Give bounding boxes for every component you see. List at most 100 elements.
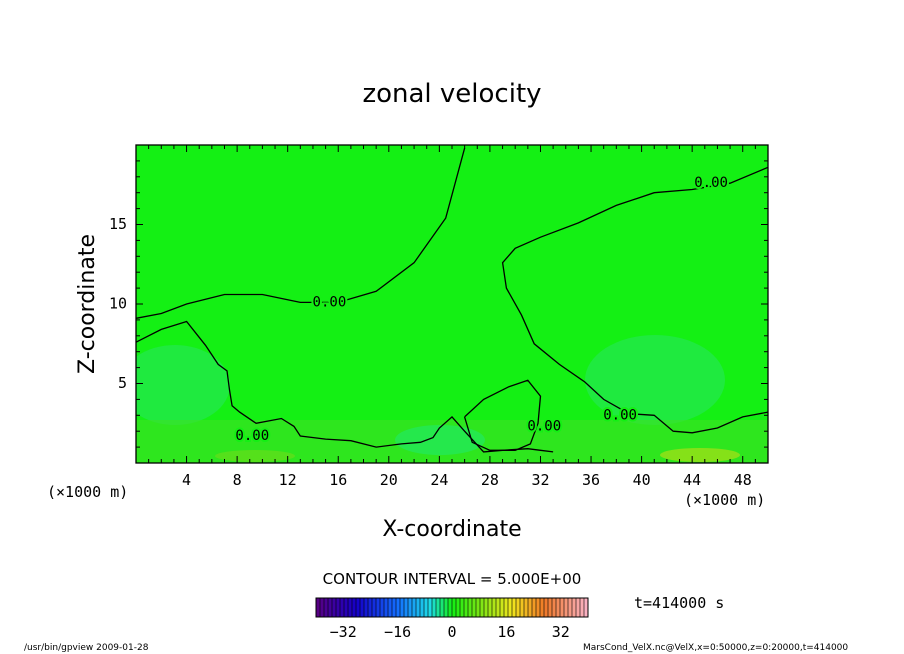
colorbar-segment: [428, 598, 433, 617]
x-unit-left: (×1000 m): [47, 483, 128, 501]
colorbar-ticks: −32 −16 0 16 32: [330, 623, 570, 641]
x-tick-label: 24: [430, 471, 448, 489]
colorbar-segment: [400, 598, 405, 617]
colorbar-segment: [464, 598, 469, 617]
colorbar-segment: [380, 598, 385, 617]
colorbar-segment: [448, 598, 453, 617]
x-tick-label: 8: [233, 471, 242, 489]
colorbar-segment: [548, 598, 553, 617]
colorbar-segment: [508, 598, 513, 617]
colorbar-tick-label: −32: [330, 623, 357, 641]
colorbar-tick-label: 16: [497, 623, 515, 641]
colorbar-segment: [572, 598, 577, 617]
plot-area: 0.00 0.00 0.00 0.00 0.00: [136, 145, 768, 463]
colorbar-segment: [516, 598, 521, 617]
colorbar-segment: [432, 598, 437, 617]
colorbar-segment: [524, 598, 529, 617]
colorbar-segment: [484, 598, 489, 617]
footer-right: MarsCond_VelX.nc@VelX,x=0:50000,z=0:2000…: [583, 643, 848, 653]
field-patch-left: [136, 345, 230, 425]
colorbar-segment: [360, 598, 365, 617]
x-tick-label: 32: [531, 471, 549, 489]
colorbar-segment: [528, 598, 533, 617]
x-tick-label: 44: [683, 471, 701, 489]
contour-label: 0.00: [235, 428, 269, 444]
colorbar-segment: [444, 598, 449, 617]
colorbar-segment: [364, 598, 369, 617]
colorbar-segment: [408, 598, 413, 617]
contour-label: 0.00: [313, 294, 347, 310]
colorbar-segment: [580, 598, 585, 617]
colorbar-segment: [540, 598, 545, 617]
colorbar-segment: [316, 598, 321, 617]
footer-left: /usr/bin/gpview 2009-01-28: [24, 643, 149, 653]
colorbar-segment: [492, 598, 497, 617]
colorbar-segment: [336, 598, 341, 617]
colorbar: [315, 597, 589, 618]
colorbar-segment: [488, 598, 493, 617]
x-tick-label: 36: [582, 471, 600, 489]
colorbar-segment: [576, 598, 581, 617]
contour-line-bump-28: [463, 379, 542, 451]
colorbar-segment: [344, 598, 349, 617]
colorbar-segment: [512, 598, 517, 617]
y-tick-label: 5: [118, 374, 127, 392]
field-patch-bottom-right: [660, 448, 740, 462]
colorbar-tick-label: −16: [384, 623, 411, 641]
colorbar-segment: [368, 598, 373, 617]
colorbar-segment: [568, 598, 573, 617]
colorbar-segment: [544, 598, 549, 617]
colorbar-segment: [416, 598, 421, 617]
colorbar-segment: [412, 598, 417, 617]
x-tick-label: 48: [734, 471, 752, 489]
colorbar-segment: [460, 598, 465, 617]
colorbar-segment: [392, 598, 397, 617]
colorbar-segment: [476, 598, 481, 617]
x-tick-label: 4: [182, 471, 191, 489]
colorbar-segment: [532, 598, 537, 617]
colorbar-segment: [332, 598, 337, 617]
colorbar-segment: [468, 598, 473, 617]
colorbar-segment: [396, 598, 401, 617]
y-tick-label: 15: [109, 215, 127, 233]
colorbar-segment: [424, 598, 429, 617]
colorbar-segment: [356, 598, 361, 617]
colorbar-segment: [496, 598, 501, 617]
colorbar-segment: [388, 598, 393, 617]
x-tick-label: 20: [380, 471, 398, 489]
colorbar-segment: [480, 598, 485, 617]
x-tick-label: 40: [633, 471, 651, 489]
colorbar-segment: [472, 598, 477, 617]
colorbar-segment: [340, 598, 345, 617]
colorbar-tick-label: 32: [552, 623, 570, 641]
x-tick-label: 28: [481, 471, 499, 489]
x-tick-label: 12: [279, 471, 297, 489]
chart-title: zonal velocity: [362, 79, 541, 109]
x-unit-right: (×1000 m): [684, 491, 765, 509]
field-patch-bottom-left: [215, 450, 295, 462]
time-label: t=414000 s: [634, 594, 724, 612]
colorbar-segment: [384, 598, 389, 617]
field-patch-bottom-mid: [395, 425, 485, 455]
colorbar-segment: [584, 598, 589, 617]
zero-contours: [136, 148, 768, 453]
colorbar-segment: [560, 598, 565, 617]
colorbar-segment: [404, 598, 409, 617]
colorbar-frame: [315, 597, 589, 618]
colorbar-segment: [372, 598, 377, 617]
contour-label: 0.00: [694, 175, 728, 191]
contour-line-right-column: [501, 166, 768, 434]
y-axis-label: Z-coordinate: [75, 234, 100, 374]
colorbar-segment: [536, 598, 541, 617]
x-tick-label: 16: [329, 471, 347, 489]
contour-interval: CONTOUR INTERVAL = 5.000E+00: [323, 570, 582, 588]
colorbar-segment: [504, 598, 509, 617]
colorbar-segment: [452, 598, 457, 617]
colorbar-segment: [556, 598, 561, 617]
x-axis-label: X-coordinate: [382, 517, 521, 542]
contour-labels: 0.00 0.00 0.00 0.00 0.00: [233, 173, 730, 446]
colorbar-segment: [500, 598, 505, 617]
contour-line-upper-left: [136, 148, 466, 319]
colorbar-segment: [376, 598, 381, 617]
